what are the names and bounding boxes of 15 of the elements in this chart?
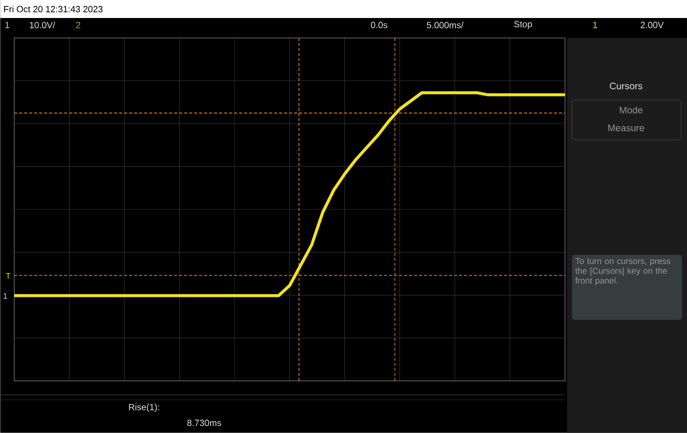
text: 0.0s xyxy=(370,22,388,28)
text: Rise(1): xyxy=(129,404,160,412)
text: Cursors xyxy=(610,82,642,90)
text: 2 xyxy=(76,22,80,28)
text: 8.730ms xyxy=(187,420,222,426)
text: Stop xyxy=(514,20,532,30)
text: Fri Oct 20 12:31:43 2023 xyxy=(4,6,103,12)
text: 1 xyxy=(593,22,598,28)
text: Mode xyxy=(620,106,642,114)
text: 2.00V xyxy=(640,22,664,28)
text: Measure xyxy=(608,124,644,132)
text: 5.000ms/ xyxy=(426,22,464,28)
text: To turn on cursors, press the [Cursors] key on the front panel. xyxy=(575,258,670,286)
text: 10.0V/ xyxy=(30,22,56,28)
text: 1 xyxy=(5,22,10,28)
